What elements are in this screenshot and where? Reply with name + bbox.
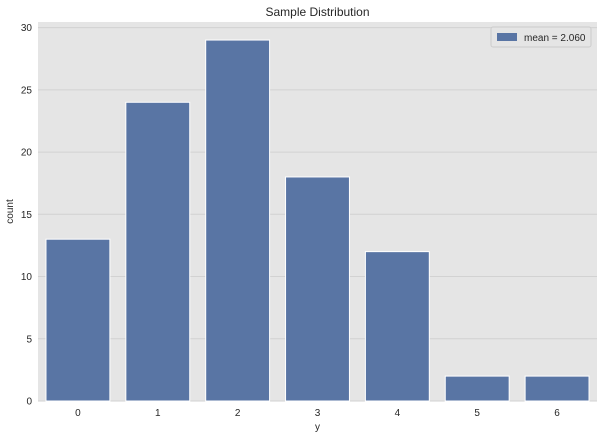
x-tick-label: 2 xyxy=(235,408,241,419)
y-tick-labels: 0 5 10 15 20 25 30 xyxy=(21,23,33,407)
legend-box xyxy=(490,26,592,48)
legend-label: mean = 2.060 xyxy=(524,33,586,44)
x-tick-label: 1 xyxy=(155,408,161,419)
x-tick-labels: 0 1 2 3 4 5 6 xyxy=(75,408,560,419)
y-tick-label: 15 xyxy=(21,210,33,221)
legend: mean = 2.060 xyxy=(490,26,592,48)
chart-title: Sample Distribution xyxy=(265,5,369,19)
x-tick-label: 6 xyxy=(554,408,560,419)
bar-3 xyxy=(285,176,350,402)
bar-4 xyxy=(364,251,430,402)
x-tick-label: 4 xyxy=(395,408,401,419)
y-tick-label: 5 xyxy=(26,334,32,345)
y-tick-label: 30 xyxy=(21,23,33,34)
y-tick-label: 10 xyxy=(21,272,33,283)
x-tick-label: 3 xyxy=(315,408,321,419)
y-axis-label: count xyxy=(5,199,16,224)
y-tick-label: 25 xyxy=(21,85,33,96)
bars xyxy=(45,39,590,402)
bar-2 xyxy=(205,39,271,402)
y-tick-label: 0 xyxy=(26,397,32,408)
legend-swatch xyxy=(497,33,517,41)
y-tick-label: 20 xyxy=(21,148,33,159)
x-tick-label: 0 xyxy=(75,408,81,419)
bar-5 xyxy=(444,375,510,402)
bar-1 xyxy=(125,101,191,402)
x-axis-label: y xyxy=(315,422,320,433)
bar-0 xyxy=(45,238,111,402)
x-tick-label: 5 xyxy=(474,408,480,419)
bar-6 xyxy=(524,375,590,402)
